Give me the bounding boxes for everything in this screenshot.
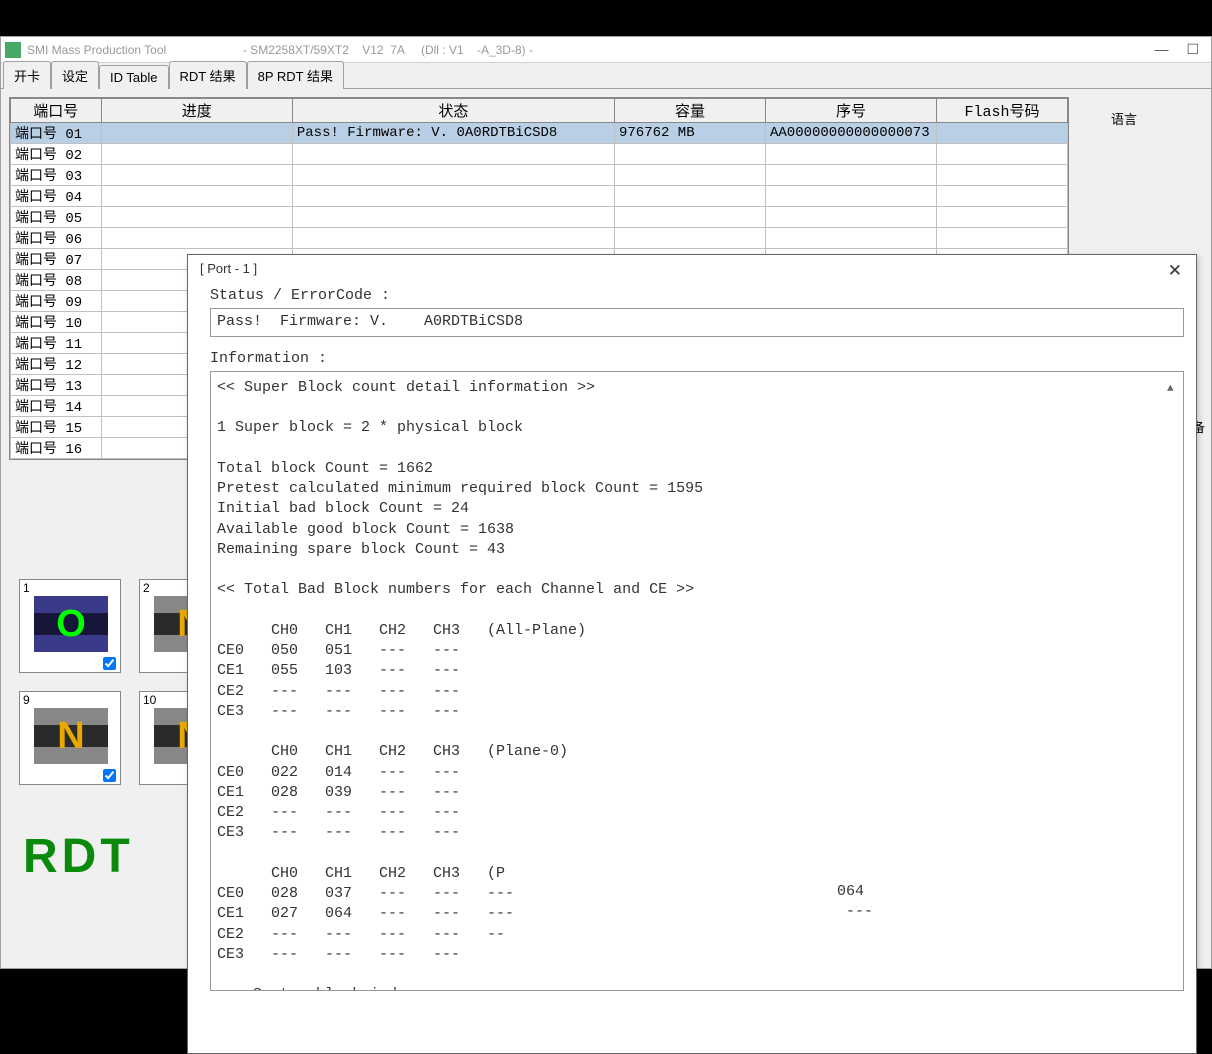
table-row[interactable]: 端口号 01 Pass! Firmware: V. 0A0RDTBiCSD8976… [11,123,1068,144]
cell-prog [101,165,292,186]
app-icon [5,42,21,58]
cell-cap [614,228,765,249]
cell-port: 端口号 14 [11,396,102,417]
port-checkbox-9[interactable] [103,769,116,782]
table-row[interactable]: 端口号 03 [11,165,1068,186]
port-num: 10 [143,693,156,707]
cell-status [292,186,614,207]
tab-idtable[interactable]: ID Table [99,65,168,89]
th-prog[interactable]: 进度 [101,99,292,123]
port-num: 2 [143,581,150,595]
popup-title: [ Port - 1 ] [188,255,1196,278]
th-cap[interactable]: 容量 [614,99,765,123]
cell-cap [614,207,765,228]
port-cell-9[interactable]: 9 N [19,691,121,785]
cell-flash [937,207,1068,228]
cell-port: 端口号 15 [11,417,102,438]
scroll-up-icon[interactable] [1167,378,1181,392]
port-num: 9 [23,693,30,707]
cell-cap [614,144,765,165]
cell-sn [765,165,936,186]
table-row[interactable]: 端口号 05 [11,207,1068,228]
cell-port: 端口号 09 [11,291,102,312]
port-detail-popup: [ Port - 1 ] ✕ Status / ErrorCode : Pass… [187,254,1197,1054]
th-sn[interactable]: 序号 [765,99,936,123]
cell-prog [101,144,292,165]
cell-flash [937,165,1068,186]
cell-port: 端口号 11 [11,333,102,354]
th-flash[interactable]: Flash号码 [937,99,1068,123]
cell-status: Pass! Firmware: V. 0A0RDTBiCSD8 [292,123,614,144]
app-title: SMI Mass Production Tool [27,43,166,57]
cell-status [292,207,614,228]
table-row[interactable]: 端口号 06 [11,228,1068,249]
cell-status [292,144,614,165]
cell-cap [614,186,765,207]
cell-port: 端口号 08 [11,270,102,291]
port-cell-1[interactable]: 1 O [19,579,121,673]
cell-cap: 976762 MB [614,123,765,144]
cell-status [292,228,614,249]
cell-sn [765,186,936,207]
cell-sn [765,228,936,249]
cell-prog [101,186,292,207]
tab-8p-rdt-result[interactable]: 8P RDT 结果 [247,61,344,89]
rdt-label: RDT [23,829,134,884]
minimize-button[interactable]: — [1154,41,1168,58]
tabbar: 开卡 设定 ID Table RDT 结果 8P RDT 结果 [1,63,1211,89]
cell-sn [765,144,936,165]
tab-sheding[interactable]: 设定 [51,61,99,89]
table-row[interactable]: 端口号 02 [11,144,1068,165]
cell-port: 端口号 03 [11,165,102,186]
table-row[interactable]: 端口号 04 [11,186,1068,207]
port-num: 1 [23,581,30,595]
cell-flash [937,186,1068,207]
cell-flash [937,228,1068,249]
info-text: << Super Block count detail information … [217,378,1177,991]
cell-port: 端口号 06 [11,228,102,249]
cell-prog [101,123,292,144]
cell-flash [937,123,1068,144]
maximize-button[interactable]: ☐ [1186,41,1199,58]
info-label: Information : [210,349,1184,369]
cell-prog [101,207,292,228]
language-label: 语言 [1111,109,1137,128]
cell-sn: AA00000000000000073 [765,123,936,144]
cell-port: 端口号 07 [11,249,102,270]
port-checkbox-1[interactable] [103,657,116,670]
cell-sn [765,207,936,228]
close-icon[interactable]: ✕ [1168,261,1182,281]
titlebar: SMI Mass Production Tool - SM2258XT/59XT… [1,37,1211,63]
cell-port: 端口号 16 [11,438,102,459]
cell-port: 端口号 01 [11,123,102,144]
app-build: - SM2258XT/59XT2 V12 7A (Dll : V1 -A_3D-… [166,43,533,57]
th-port[interactable]: 端口号 [11,99,102,123]
cell-port: 端口号 12 [11,354,102,375]
stray-text: 064 --- [783,882,873,923]
cell-status [292,165,614,186]
port-status-glyph: N [34,708,108,764]
info-textarea[interactable]: << Super Block count detail information … [210,371,1184,991]
cell-port: 端口号 02 [11,144,102,165]
cell-port: 端口号 05 [11,207,102,228]
cell-flash [937,144,1068,165]
status-text: Pass! Firmware: V. A0RDTBiCSD8 [210,308,1184,336]
cell-prog [101,228,292,249]
port-status-glyph: O [34,596,108,652]
cell-cap [614,165,765,186]
cell-port: 端口号 10 [11,312,102,333]
cell-port: 端口号 13 [11,375,102,396]
tab-kaika[interactable]: 开卡 [3,61,51,89]
th-status[interactable]: 状态 [292,99,614,123]
cell-port: 端口号 04 [11,186,102,207]
status-label: Status / ErrorCode : [210,286,1184,306]
tab-rdt-result[interactable]: RDT 结果 [169,61,247,89]
